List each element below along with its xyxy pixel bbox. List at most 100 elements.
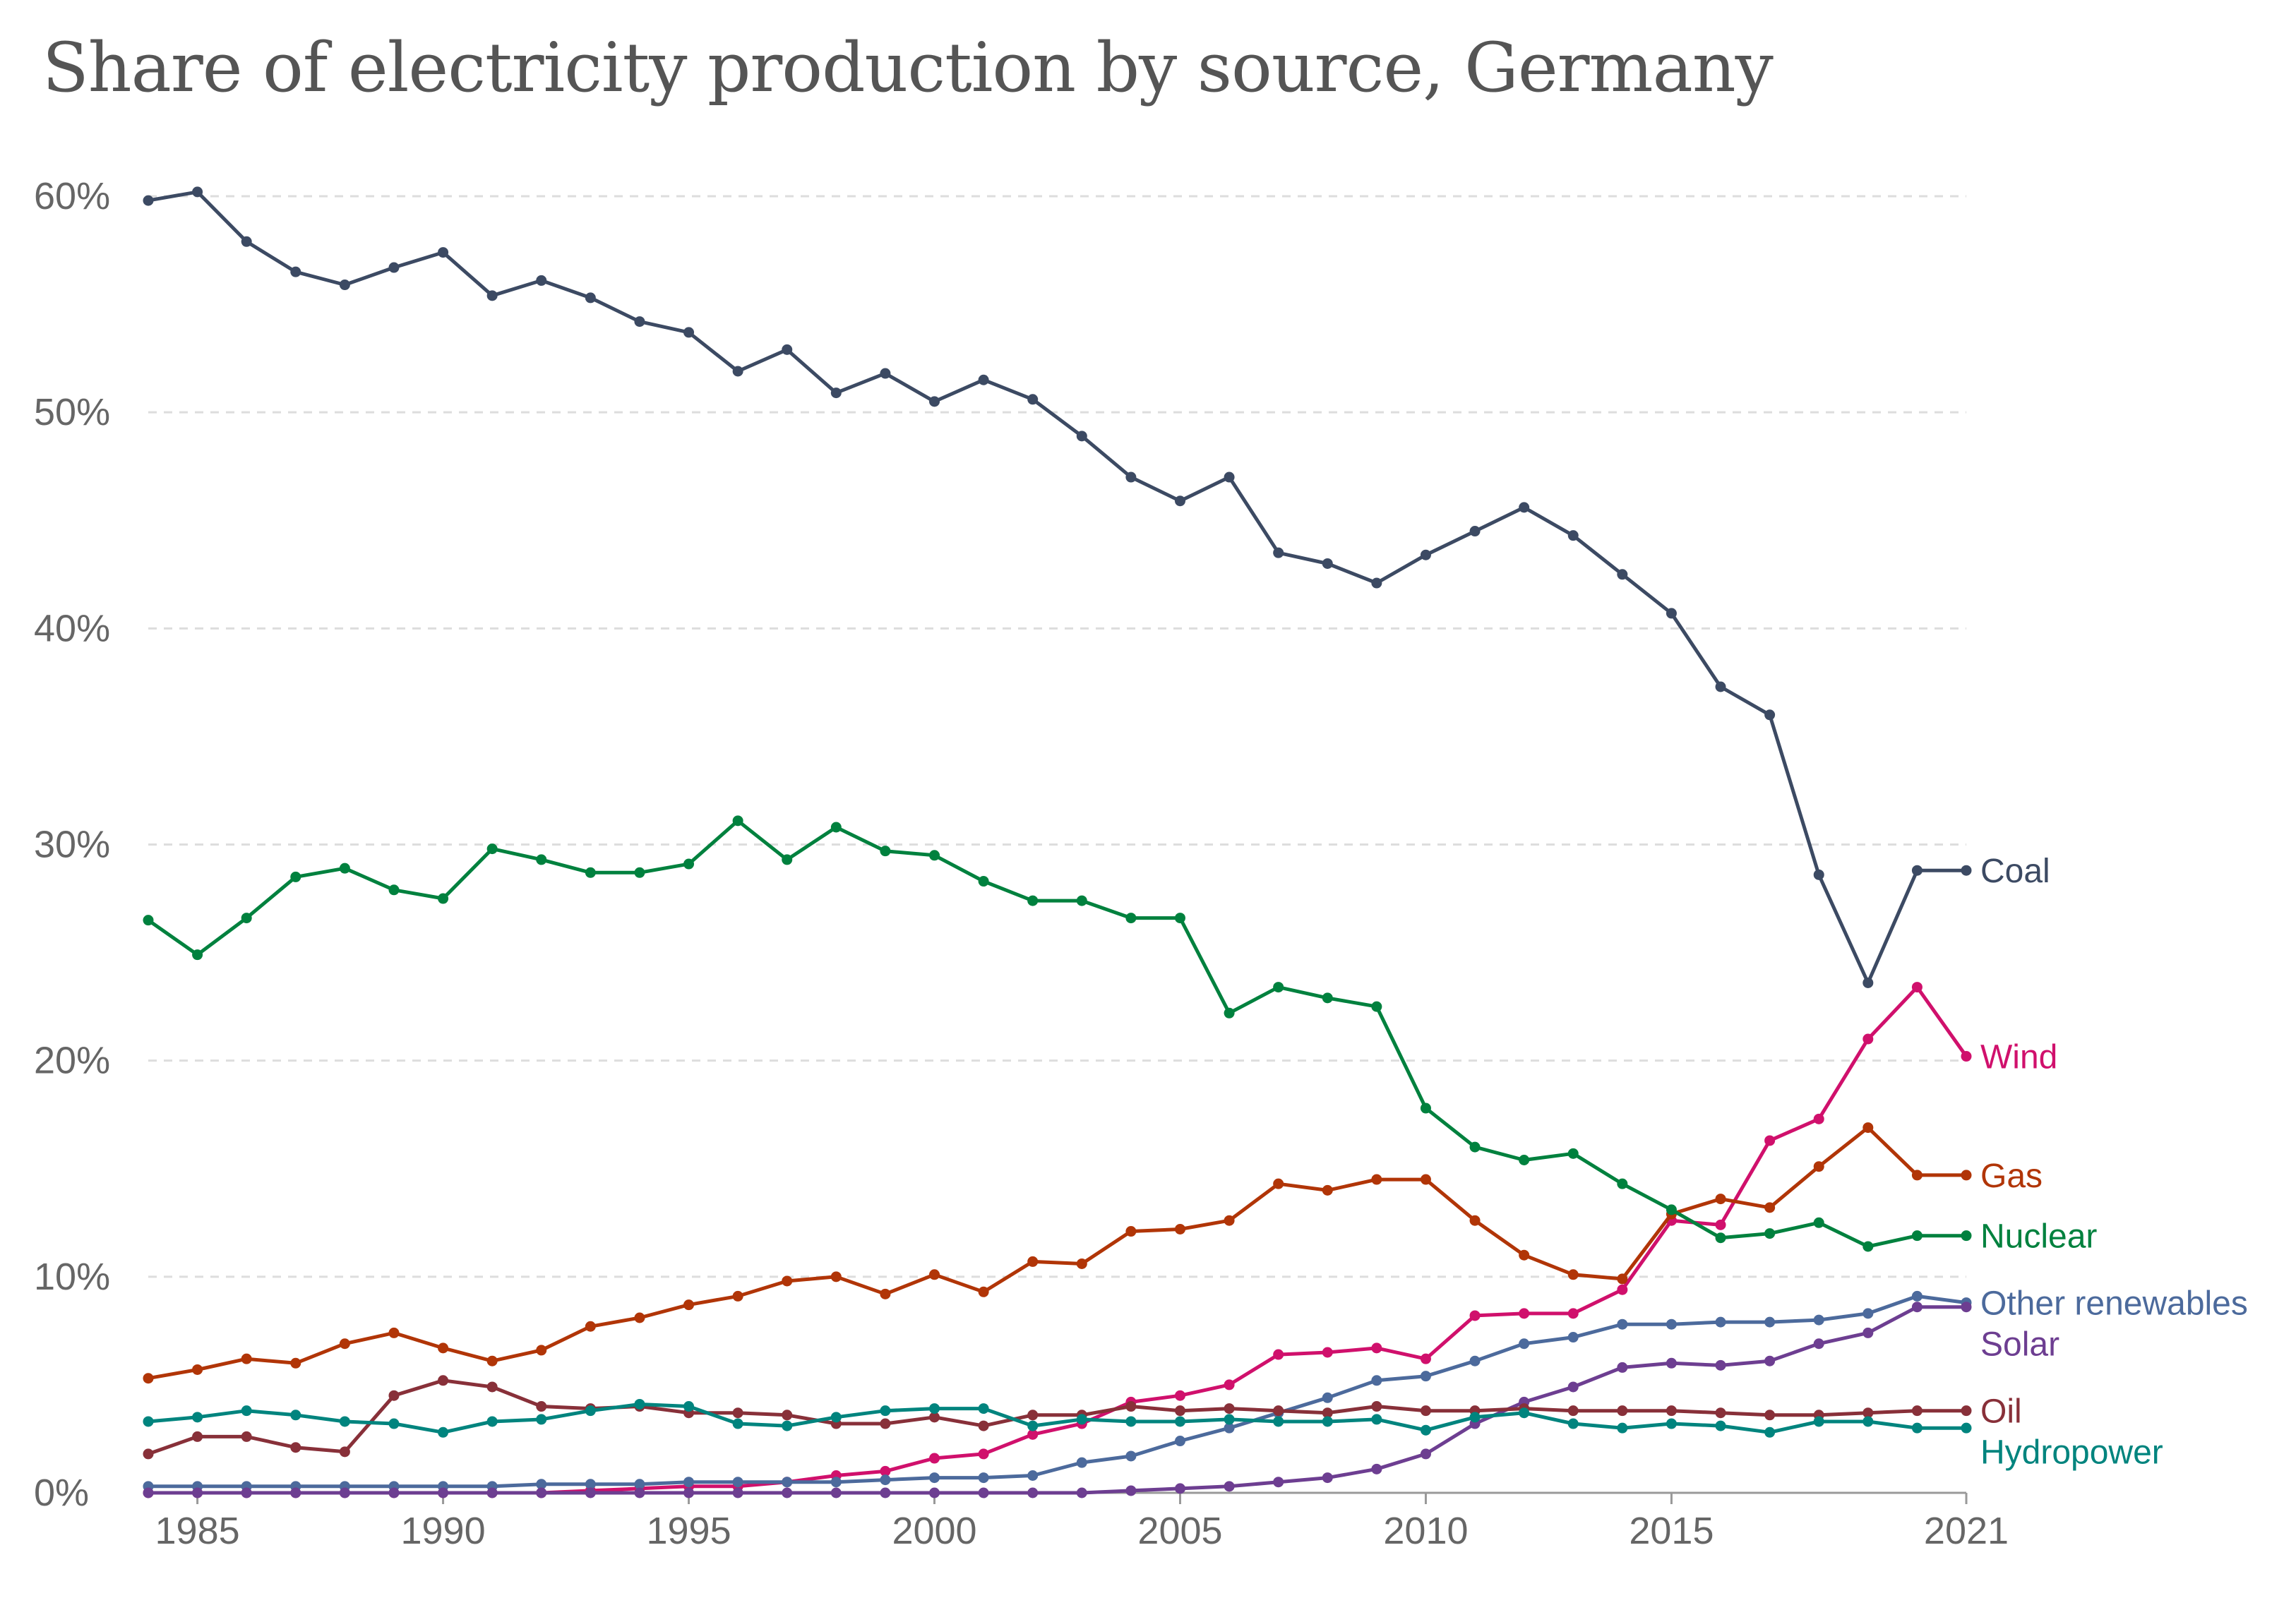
y-tick-label: 40% <box>34 607 110 649</box>
data-point-solar <box>1813 1338 1824 1350</box>
data-point-oil <box>978 1420 989 1431</box>
series-label-nuclear: Nuclear <box>1980 1218 2097 1256</box>
data-point-oil <box>1617 1405 1628 1417</box>
data-point-gas <box>339 1338 350 1350</box>
data-point-hydropower <box>1567 1418 1579 1429</box>
data-point-gas <box>241 1353 252 1364</box>
data-point-hydropower <box>782 1420 793 1431</box>
data-point-hydropower <box>1027 1420 1039 1431</box>
data-point-solar <box>1617 1362 1628 1373</box>
data-point-hydropower <box>1224 1414 1235 1425</box>
data-point-solar <box>585 1487 596 1498</box>
data-point-other-renewables <box>1027 1470 1039 1482</box>
data-point-other-renewables <box>1174 1436 1185 1447</box>
data-point-coal <box>732 366 743 377</box>
data-point-oil <box>1273 1405 1284 1417</box>
data-point-wind <box>929 1453 940 1464</box>
data-point-gas <box>438 1342 449 1354</box>
data-point-wind <box>880 1465 891 1477</box>
data-point-oil <box>241 1431 252 1442</box>
data-point-hydropower <box>1420 1424 1431 1436</box>
series-label-oil: Oil <box>1980 1393 2022 1431</box>
data-point-hydropower <box>1764 1426 1776 1438</box>
x-tick-label: 2000 <box>892 1510 976 1552</box>
series-line-solar <box>146 1305 1968 1495</box>
series-line-coal <box>146 190 1968 985</box>
data-point-solar <box>1027 1487 1039 1498</box>
data-point-solar <box>339 1487 350 1498</box>
data-point-nuclear <box>683 858 695 870</box>
data-point-nuclear <box>1322 992 1333 1004</box>
data-point-nuclear <box>1027 895 1039 906</box>
data-point-nuclear <box>732 815 743 827</box>
data-point-oil <box>143 1448 154 1460</box>
data-point-other-renewables <box>1125 1450 1137 1462</box>
data-point-oil <box>1715 1407 1726 1419</box>
data-point-oil <box>1666 1405 1677 1417</box>
data-point-oil <box>388 1390 400 1401</box>
data-point-nuclear <box>1469 1141 1481 1153</box>
data-point-hydropower <box>1469 1412 1481 1423</box>
data-point-solar <box>1911 1302 1923 1313</box>
data-point-nuclear <box>1224 1007 1235 1019</box>
data-point-other-renewables <box>1567 1332 1579 1343</box>
data-point-wind <box>1764 1135 1776 1146</box>
data-point-coal <box>634 316 645 328</box>
data-point-coal <box>241 236 252 247</box>
data-point-gas <box>1519 1249 1530 1261</box>
data-point-oil <box>782 1410 793 1421</box>
data-point-gas <box>1420 1174 1431 1185</box>
data-point-coal <box>880 368 891 379</box>
series-label-solar: Solar <box>1980 1326 2059 1364</box>
data-point-coal <box>1715 681 1726 692</box>
data-point-other-renewables <box>880 1474 891 1486</box>
series-line-nuclear <box>146 819 1968 1249</box>
data-point-gas <box>978 1286 989 1297</box>
data-point-other-renewables <box>1322 1392 1333 1403</box>
data-point-wind <box>1617 1284 1628 1295</box>
data-point-hydropower <box>192 1412 203 1423</box>
data-point-oil <box>1420 1405 1431 1417</box>
data-point-oil <box>1125 1401 1137 1412</box>
data-point-solar <box>1961 1302 1972 1313</box>
data-point-coal <box>683 327 695 338</box>
data-point-gas <box>290 1357 301 1369</box>
data-point-nuclear <box>1273 982 1284 993</box>
data-point-other-renewables <box>1666 1318 1677 1330</box>
data-point-gas <box>683 1299 695 1311</box>
data-point-coal <box>438 247 449 258</box>
data-point-hydropower <box>486 1416 498 1427</box>
data-point-coal <box>192 186 203 198</box>
data-point-oil <box>1911 1405 1923 1417</box>
series-line-gas <box>146 1126 1968 1381</box>
data-point-other-renewables <box>1617 1318 1628 1330</box>
data-point-solar <box>1715 1359 1726 1371</box>
data-point-hydropower <box>929 1403 940 1414</box>
data-point-nuclear <box>1420 1103 1431 1114</box>
data-point-coal <box>1125 471 1137 483</box>
data-point-coal <box>388 262 400 273</box>
data-point-wind <box>1813 1113 1824 1124</box>
data-point-gas <box>830 1271 842 1282</box>
series-label-coal: Coal <box>1980 853 2050 890</box>
data-point-coal <box>1027 394 1039 405</box>
data-point-gas <box>1961 1170 1972 1181</box>
data-point-wind <box>1322 1347 1333 1358</box>
data-point-other-renewables <box>1715 1316 1726 1328</box>
data-point-other-renewables <box>1076 1457 1087 1468</box>
data-point-nuclear <box>1076 895 1087 906</box>
data-point-nuclear <box>486 843 498 855</box>
data-point-coal <box>1076 431 1087 442</box>
data-point-other-renewables <box>732 1477 743 1488</box>
x-tick-label: 2021 <box>1924 1510 2009 1552</box>
data-point-solar <box>1273 1477 1284 1488</box>
data-point-hydropower <box>1322 1416 1333 1427</box>
y-tick-label: 60% <box>34 175 110 217</box>
data-point-gas <box>192 1364 203 1375</box>
data-point-solar <box>1420 1448 1431 1460</box>
data-point-coal <box>1617 569 1628 580</box>
data-point-other-renewables <box>978 1472 989 1484</box>
data-point-wind <box>1371 1342 1382 1354</box>
chart-title: Share of electricity production by sourc… <box>42 28 1774 107</box>
